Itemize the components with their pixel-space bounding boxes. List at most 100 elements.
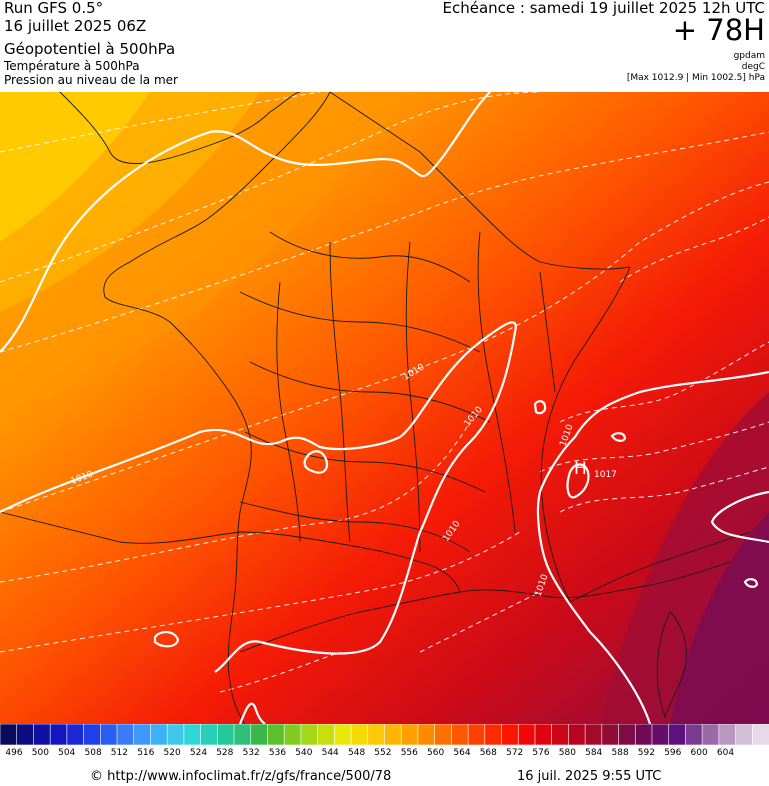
isotherm-line (219, 651, 341, 693)
isobar-1010-central (0, 321, 517, 673)
colorbar (0, 724, 769, 745)
colorbar-swatch (668, 724, 687, 745)
colorbar-swatch (250, 724, 269, 745)
isobar-southwest (238, 702, 266, 724)
colorbar-label: 592 (637, 748, 655, 758)
colorbar-swatch (634, 724, 653, 745)
colorbar-swatch (517, 724, 536, 745)
colorbar-label: 524 (189, 748, 208, 758)
colorbar-swatch (501, 724, 520, 745)
temperature-isotherms (0, 92, 769, 693)
colorbar-swatch (400, 724, 419, 745)
coastline-mediterranean (239, 561, 731, 653)
colorbar-label: 500 (31, 748, 49, 758)
colorbar-swatch (751, 724, 769, 745)
field-pressure-title: Pression au niveau de la mer (4, 73, 178, 87)
colorbar-swatch (701, 724, 720, 745)
band-572 (0, 92, 400, 422)
colorbar-label: 504 (58, 748, 76, 758)
colorbar-swatch (451, 724, 469, 745)
colorbar-label: 508 (84, 748, 102, 758)
colorbar-label: 584 (585, 748, 603, 758)
coastlines-and-borders (0, 92, 751, 724)
colorbar-swatch (484, 724, 503, 745)
colorbar-label: 580 (558, 748, 576, 758)
colorbar-swatch (651, 724, 670, 745)
isotherm-line (0, 421, 471, 583)
colorbar-label: 560 (427, 748, 445, 758)
colorbar-label: 520 (163, 748, 181, 758)
isobar-loop-italy (743, 578, 759, 588)
band-564 (0, 92, 150, 242)
field-geopotential-title: Géopotentiel à 500hPa (4, 40, 176, 58)
admin-border (249, 361, 491, 423)
admin-border (244, 431, 486, 493)
geopotential-bands (0, 92, 769, 724)
isotherm-line (619, 216, 769, 283)
colorbar-swatch (0, 724, 18, 745)
colorbar-label: 576 (532, 748, 550, 758)
colorbar-swatch (735, 724, 754, 745)
colorbar-swatch (685, 724, 703, 745)
colorbar-swatch (350, 724, 369, 745)
isotherm-line (0, 131, 769, 353)
field-temperature-title: Température à 500hPa (4, 59, 140, 73)
weather-map: 1010 1010 1010 1010 1010 1010 1017 H (0, 92, 769, 724)
coastline-uk (59, 92, 301, 164)
isobar-label-high: 1017 (594, 470, 617, 480)
colorbar-label: 536 (268, 748, 287, 758)
colorbar-swatch (568, 724, 586, 745)
border-spain-france (239, 531, 461, 593)
coastline-corsica (656, 611, 687, 719)
colorbar-label: 516 (137, 748, 155, 758)
colorbar-labels: 496 500 504 508 512 516 520 524 528 532 536 540 544 5… (0, 748, 769, 762)
colorbar-swatch (133, 724, 152, 745)
colorbar-label: 556 (400, 748, 418, 758)
admin-border (477, 231, 516, 533)
border-swiss-italy (540, 266, 631, 603)
run-date: 16 juillet 2025 06Z (4, 17, 147, 35)
colorbar-label: 532 (242, 748, 260, 758)
colorbar-swatch (267, 724, 286, 745)
isotherm-line (0, 92, 541, 283)
isotherm-line (559, 341, 769, 423)
colorbar-swatch (417, 724, 436, 745)
colorbar-swatch (300, 724, 319, 745)
colorbar-label: 600 (690, 748, 708, 758)
admin-border (269, 231, 471, 283)
band-568 (0, 92, 260, 312)
colorbar-swatch (384, 724, 403, 745)
footer-source-url[interactable]: © http://www.infoclimat.fr/z/gfs/france/… (90, 769, 392, 784)
colorbar-swatch (467, 724, 486, 745)
colorbar-swatch (33, 724, 51, 745)
colorbar-swatch (83, 724, 102, 745)
colorbar-label: 528 (216, 748, 234, 758)
isobar-east-edge (710, 490, 769, 544)
colorbar-swatch (317, 724, 336, 745)
high-pressure-centre: H (574, 459, 587, 479)
coastline-spain (0, 511, 241, 544)
colorbar-swatch (534, 724, 553, 745)
isobar-loop-swiss (610, 432, 627, 442)
admin-border (276, 281, 301, 543)
colorbar-swatch (183, 724, 202, 745)
footer-generated-time: 16 juil. 2025 9:55 UTC (517, 769, 662, 784)
colorbar-label: 496 (5, 748, 23, 758)
isobar-1010-northwest (0, 92, 491, 353)
pressure-max-min: [Max 1012.9 | Min 1002.5] hPa (626, 73, 765, 83)
colorbar-label: 568 (479, 748, 497, 758)
colorbar-label: 544 (321, 748, 339, 758)
colorbar-swatch (66, 724, 85, 745)
colorbar-label: 548 (348, 748, 366, 758)
colorbar-swatch (367, 724, 386, 745)
colorbar-swatch (283, 724, 302, 745)
isotherm-line (559, 466, 769, 513)
colorbar-label: 552 (374, 748, 392, 758)
isotherm-line (0, 531, 521, 653)
colorbar-swatch (217, 724, 235, 745)
colorbar-label: 604 (716, 748, 735, 758)
colorbar-swatch (200, 724, 219, 745)
colorbar-label: 540 (295, 748, 313, 758)
colorbar-swatch (618, 724, 637, 745)
colorbar-swatch (601, 724, 620, 745)
